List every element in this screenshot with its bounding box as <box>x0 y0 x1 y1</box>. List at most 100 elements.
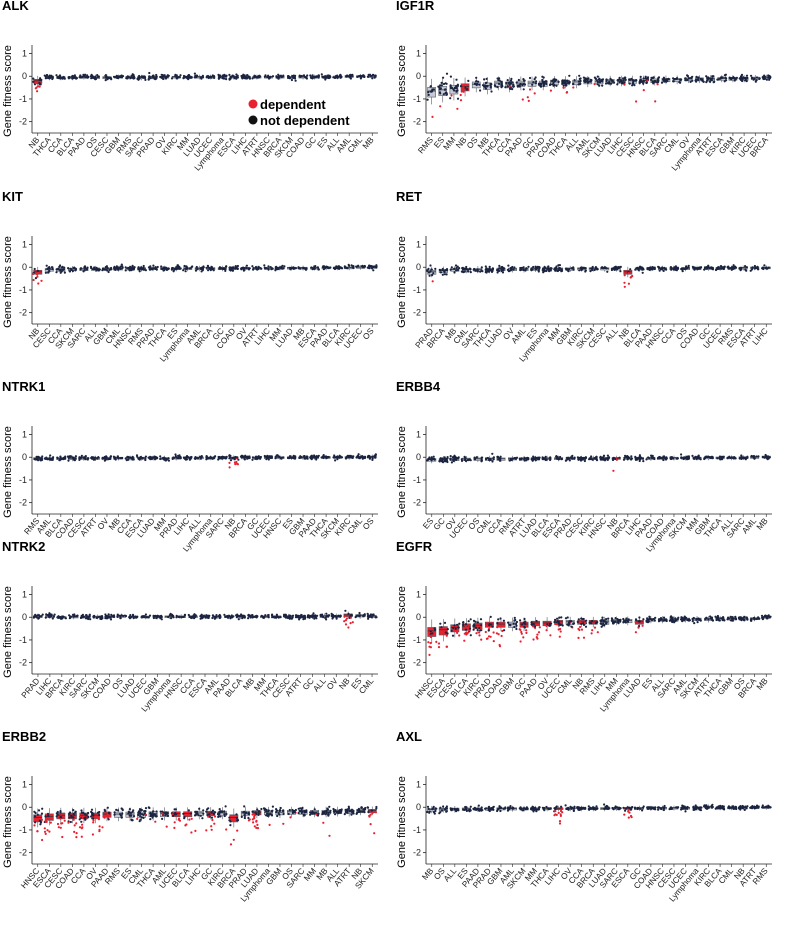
data-point <box>708 267 711 270</box>
data-point <box>370 265 373 268</box>
category-mb: MB <box>106 455 124 532</box>
data-point <box>268 77 271 80</box>
category-mb: MB <box>291 265 308 342</box>
data-point <box>763 264 766 267</box>
data-point <box>568 74 571 77</box>
data-point <box>52 615 56 618</box>
data-point <box>439 622 442 625</box>
data-point <box>358 611 361 615</box>
data-point <box>766 267 769 270</box>
data-point <box>256 268 259 271</box>
data-point <box>191 616 194 619</box>
data-point <box>572 82 575 85</box>
data-point <box>534 459 538 462</box>
data-point <box>189 456 192 459</box>
data-point <box>723 80 726 83</box>
data-point <box>116 615 119 618</box>
data-point <box>333 454 336 457</box>
data-point <box>739 269 742 272</box>
data-point <box>106 266 109 270</box>
data-point <box>446 460 449 464</box>
data-point <box>634 458 638 461</box>
data-point <box>78 76 81 79</box>
data-point <box>320 73 323 76</box>
data-point <box>642 89 645 92</box>
data-point <box>71 75 74 78</box>
data-point <box>584 78 588 81</box>
data-point <box>672 77 675 80</box>
data-point <box>556 617 559 620</box>
data-point <box>69 268 72 271</box>
data-point <box>449 268 452 271</box>
data-point <box>245 76 248 80</box>
data-point <box>557 80 560 83</box>
data-point <box>362 74 365 77</box>
data-point <box>684 77 687 80</box>
data-point <box>236 76 239 79</box>
data-point <box>38 616 41 619</box>
data-point <box>506 85 509 88</box>
data-point <box>632 81 635 84</box>
data-point <box>641 80 644 83</box>
category-lymphoma: Lymphoma <box>517 265 553 364</box>
data-point <box>32 80 35 83</box>
data-point <box>480 266 483 269</box>
data-point <box>339 614 342 617</box>
data-point <box>89 75 92 78</box>
data-point <box>74 455 77 458</box>
data-point <box>141 267 144 270</box>
data-point <box>458 267 461 270</box>
data-point <box>457 626 460 629</box>
data-point <box>484 630 487 634</box>
data-point <box>689 80 692 83</box>
data-point <box>696 267 700 270</box>
data-point <box>126 455 129 458</box>
data-point <box>645 458 648 461</box>
data-point <box>104 457 107 460</box>
y-tick-label: -1 <box>19 635 27 645</box>
data-point <box>547 265 550 268</box>
data-point <box>469 618 472 621</box>
data-point <box>351 621 354 624</box>
data-point <box>503 629 506 632</box>
data-point <box>349 76 352 79</box>
data-point <box>207 614 210 617</box>
data-point <box>428 645 431 648</box>
data-point <box>427 641 430 644</box>
data-point <box>476 629 479 632</box>
data-point <box>656 83 659 86</box>
data-point <box>514 618 517 622</box>
data-point <box>278 266 281 269</box>
data-point <box>271 75 275 78</box>
y-tick-label: 0 <box>416 612 421 622</box>
data-point <box>349 622 352 625</box>
data-point <box>80 454 83 457</box>
data-point <box>357 453 360 456</box>
data-point <box>245 264 248 267</box>
data-point <box>756 265 759 268</box>
data-point <box>739 456 742 459</box>
data-point <box>450 461 453 464</box>
data-point <box>642 460 645 463</box>
data-point <box>79 616 83 619</box>
data-point <box>627 282 631 285</box>
data-point <box>194 615 197 619</box>
data-point <box>201 615 204 618</box>
data-point <box>568 81 571 84</box>
data-point <box>327 456 330 459</box>
data-point <box>544 80 547 83</box>
data-point <box>316 614 319 617</box>
data-point <box>50 457 54 460</box>
data-point <box>483 78 486 81</box>
data-point <box>558 635 561 638</box>
data-point <box>608 80 611 83</box>
data-point <box>429 85 432 88</box>
data-point <box>144 78 147 81</box>
data-point <box>549 634 552 637</box>
data-point <box>369 613 372 616</box>
data-point <box>179 74 182 77</box>
data-point <box>371 457 374 460</box>
data-point <box>229 77 232 80</box>
